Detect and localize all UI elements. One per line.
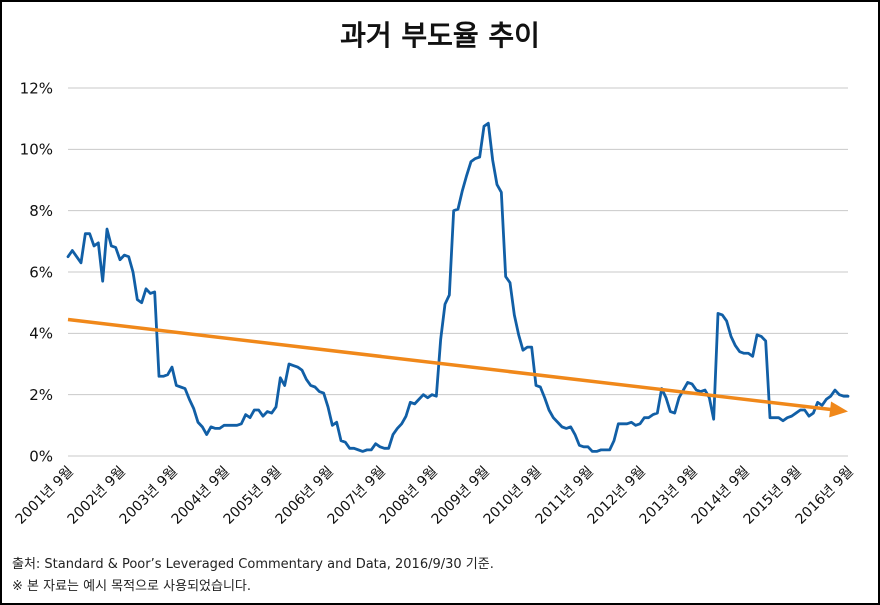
trend-line — [67, 317, 833, 412]
y-tick-label: 0% — [29, 447, 53, 465]
y-tick-label: 4% — [29, 325, 53, 343]
trend-arrow — [67, 317, 848, 418]
y-tick-label: 12% — [20, 79, 53, 97]
y-tick-label: 2% — [29, 386, 53, 404]
trend-arrow-head — [829, 401, 848, 418]
default-rate-line — [66, 121, 850, 453]
y-tick-label: 8% — [29, 202, 53, 220]
gridlines — [68, 87, 848, 457]
y-tick-label: 10% — [20, 141, 53, 159]
chart-footer: 출처: Standard & Poor’s Leveraged Commenta… — [12, 554, 862, 598]
chart-title: 과거 부도율 추이 — [340, 19, 540, 52]
disclaimer-note: ※ 본 자료는 예시 목적으로 사용되었습니다. — [12, 579, 252, 594]
y-tick-label: 6% — [29, 263, 53, 281]
source-note: 출처: Standard & Poor’s Leveraged Commenta… — [12, 557, 494, 572]
y-axis-labels: 0% 2% 4% 6% 8% 10% 12% — [20, 79, 53, 465]
